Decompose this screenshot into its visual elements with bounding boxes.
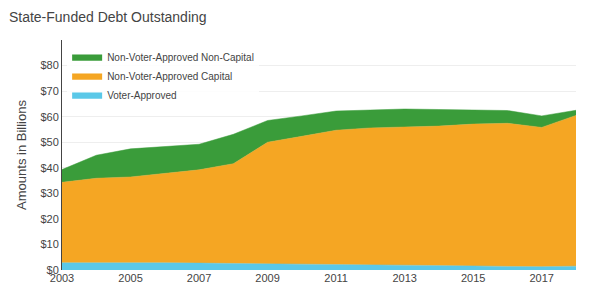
svg-text:Non-Voter-Approved Capital: Non-Voter-Approved Capital [107, 71, 232, 82]
svg-text:State-Funded Debt Outstanding: State-Funded Debt Outstanding [9, 9, 207, 25]
svg-text:Amounts in Billions: Amounts in Billions [14, 100, 29, 210]
svg-text:$60: $60 [40, 111, 58, 123]
svg-text:2009: 2009 [255, 272, 279, 284]
svg-text:2017: 2017 [529, 272, 553, 284]
svg-text:Non-Voter-Approved Non-Capital: Non-Voter-Approved Non-Capital [107, 52, 254, 63]
svg-text:$40: $40 [40, 162, 58, 174]
svg-text:2005: 2005 [118, 272, 142, 284]
svg-text:$50: $50 [40, 136, 58, 148]
svg-text:2015: 2015 [461, 272, 485, 284]
svg-text:$20: $20 [40, 213, 58, 225]
svg-text:2011: 2011 [324, 272, 348, 284]
svg-text:2007: 2007 [187, 272, 211, 284]
svg-text:Voter-Approved: Voter-Approved [107, 90, 177, 101]
svg-text:$0: $0 [47, 264, 59, 276]
svg-text:$70: $70 [40, 85, 58, 97]
svg-text:2013: 2013 [392, 272, 416, 284]
svg-text:2003: 2003 [50, 272, 74, 284]
svg-text:$80: $80 [40, 59, 58, 71]
svg-text:$10: $10 [40, 238, 58, 250]
svg-text:$30: $30 [40, 187, 58, 199]
